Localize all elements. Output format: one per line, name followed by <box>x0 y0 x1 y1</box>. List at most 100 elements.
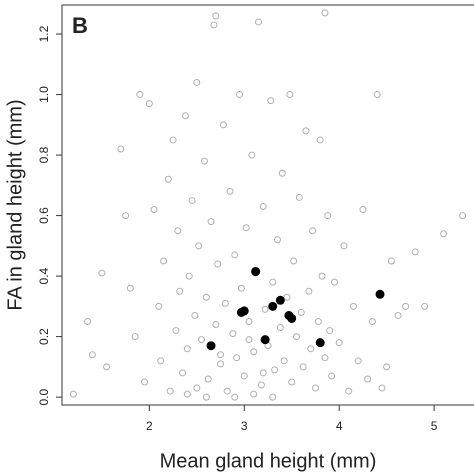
point <box>195 242 203 250</box>
point <box>383 363 391 371</box>
point <box>318 272 326 280</box>
point <box>219 121 227 129</box>
point <box>204 375 212 383</box>
point <box>250 390 258 398</box>
point <box>295 193 303 201</box>
y-tick-label: 0.8 <box>37 146 51 163</box>
highlight-point <box>206 341 216 351</box>
point <box>157 357 165 365</box>
y-tick-label: 0.2 <box>37 328 51 345</box>
highlight-point <box>375 289 385 299</box>
point <box>330 278 338 286</box>
point <box>411 248 419 256</box>
point <box>288 378 296 386</box>
point <box>176 287 184 295</box>
point <box>402 302 410 310</box>
point <box>231 393 239 401</box>
point <box>326 327 334 335</box>
point <box>223 387 231 395</box>
point <box>309 227 317 235</box>
point <box>299 363 307 371</box>
y-tick-label: 0.6 <box>37 207 51 224</box>
point <box>221 299 229 307</box>
point <box>387 257 395 265</box>
point <box>286 91 294 99</box>
point <box>321 354 329 362</box>
point <box>276 324 284 332</box>
point <box>117 145 125 153</box>
highlight-point <box>315 338 325 348</box>
y-tick-label: 1.0 <box>37 86 51 103</box>
point <box>185 272 193 280</box>
point <box>160 257 168 265</box>
point <box>210 21 218 29</box>
point <box>202 393 210 401</box>
point <box>259 369 267 377</box>
point <box>459 212 467 220</box>
highlight-point <box>275 295 285 305</box>
point <box>98 269 106 277</box>
plot-frame <box>61 4 474 406</box>
point <box>214 260 222 268</box>
point <box>126 284 134 292</box>
point <box>193 384 201 392</box>
point <box>172 327 180 335</box>
point <box>217 360 225 368</box>
point <box>169 136 177 144</box>
point <box>311 384 319 392</box>
point <box>103 363 111 371</box>
point <box>324 212 332 220</box>
point <box>269 278 277 286</box>
point <box>328 372 336 380</box>
point <box>259 203 267 211</box>
point <box>131 333 139 341</box>
point <box>88 351 96 359</box>
point <box>217 351 225 359</box>
point <box>345 387 353 395</box>
x-tick-label: 2 <box>146 419 153 433</box>
highlight-point <box>251 267 261 277</box>
y-tick-label: 0.4 <box>37 267 51 284</box>
point <box>136 91 144 99</box>
point <box>179 369 187 377</box>
point <box>440 230 448 238</box>
point <box>273 236 281 244</box>
point <box>245 336 253 344</box>
point <box>191 311 199 319</box>
point <box>242 224 250 232</box>
point <box>316 136 324 144</box>
point <box>212 12 220 20</box>
panel-title: B <box>72 13 88 38</box>
highlight-point <box>287 313 297 323</box>
highlight-point <box>260 335 270 345</box>
point <box>373 91 381 99</box>
point <box>236 91 244 99</box>
y-axis-label: FA in gland height (mm) <box>4 99 26 310</box>
point <box>267 97 275 105</box>
point <box>237 284 245 292</box>
x-tick-label: 3 <box>241 419 248 433</box>
point <box>307 345 315 353</box>
point <box>245 317 253 325</box>
point <box>269 393 277 401</box>
point <box>150 206 158 214</box>
point <box>141 378 149 386</box>
point <box>359 206 367 214</box>
point <box>212 321 220 329</box>
point <box>202 293 210 301</box>
point <box>231 251 239 259</box>
point <box>255 18 263 26</box>
point <box>166 387 174 395</box>
point <box>271 366 279 374</box>
point <box>302 127 310 135</box>
point <box>378 384 386 392</box>
point <box>174 227 182 235</box>
x-tick-label: 4 <box>336 419 343 433</box>
x-axis-label: Mean gland height (mm) <box>160 450 377 472</box>
point <box>183 345 191 353</box>
point <box>183 390 191 398</box>
point <box>155 302 163 310</box>
point <box>368 317 376 325</box>
highlight-point <box>268 301 278 311</box>
